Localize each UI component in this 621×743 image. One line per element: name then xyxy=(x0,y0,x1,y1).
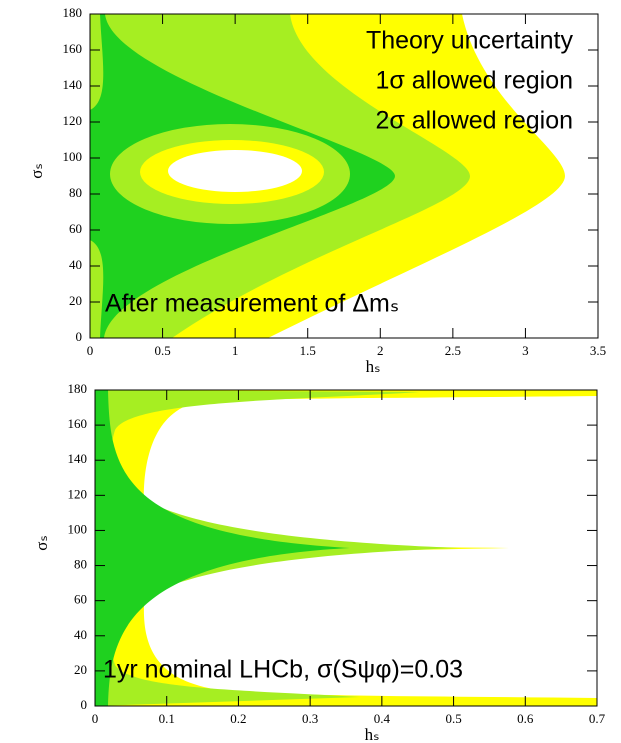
region-allowed-free xyxy=(168,150,302,192)
x-tick-label: 0.2 xyxy=(230,711,246,726)
x-tick-label: 0 xyxy=(87,343,94,358)
y-tick-label: 80 xyxy=(74,557,87,572)
y-tick-label: 20 xyxy=(69,293,82,308)
legend-entry: 2σ allowed region xyxy=(376,107,574,135)
region-1sigma xyxy=(90,14,104,338)
x-tick-label: 0.7 xyxy=(589,711,606,726)
annotation: 1yr nominal LHCb, σ(Sψφ)=0.03 xyxy=(103,656,463,684)
y-axis-label: σₛ xyxy=(27,163,46,179)
y-tick-label: 180 xyxy=(63,5,83,20)
y-tick-label: 60 xyxy=(69,221,82,236)
y-tick-label: 40 xyxy=(74,627,87,642)
x-tick-label: 2.5 xyxy=(445,343,461,358)
y-tick-label: 80 xyxy=(69,185,82,200)
y-tick-label: 0 xyxy=(76,329,83,344)
x-tick-label: 1.5 xyxy=(300,343,316,358)
x-tick-label: 0 xyxy=(92,711,99,726)
x-axis-label: hₛ xyxy=(366,357,381,376)
y-tick-label: 140 xyxy=(63,77,83,92)
x-tick-label: 0.5 xyxy=(154,343,170,358)
y-tick-label: 100 xyxy=(63,149,83,164)
y-tick-label: 60 xyxy=(74,592,87,607)
y-tick-label: 0 xyxy=(81,697,88,712)
plot-frame xyxy=(89,13,599,339)
x-tick-label: 1 xyxy=(232,343,239,358)
x-tick-label: 0.3 xyxy=(302,711,318,726)
contours-1 xyxy=(90,14,565,338)
y-tick-label: 100 xyxy=(68,521,88,536)
contours-2 xyxy=(95,390,597,706)
x-tick-label: 0.5 xyxy=(445,711,461,726)
y-tick-label: 120 xyxy=(63,113,83,128)
y-tick-label: 40 xyxy=(69,257,82,272)
y-tick-label: 180 xyxy=(68,381,88,396)
y-axis-label: σₛ xyxy=(32,535,51,551)
region-theory xyxy=(95,390,350,706)
x-tick-label: 0.4 xyxy=(374,711,391,726)
x-axis-label: hₛ xyxy=(365,725,380,743)
y-tick-label: 20 xyxy=(74,662,87,677)
legend-entry: Theory uncertainty xyxy=(366,27,574,55)
x-tick-label: 0.6 xyxy=(517,711,534,726)
y-tick-label: 140 xyxy=(68,451,88,466)
y-tick-label: 160 xyxy=(68,416,88,431)
x-tick-label: 3.5 xyxy=(590,343,606,358)
x-tick-label: 2 xyxy=(377,343,384,358)
plot-frame xyxy=(94,389,598,707)
annotation: After measurement of Δmₛ xyxy=(105,290,399,318)
y-tick-label: 120 xyxy=(68,486,88,501)
x-tick-label: 0.1 xyxy=(159,711,175,726)
x-tick-label: 3 xyxy=(522,343,529,358)
y-tick-label: 160 xyxy=(63,41,83,56)
legend-entry: 1σ allowed region xyxy=(376,67,574,95)
